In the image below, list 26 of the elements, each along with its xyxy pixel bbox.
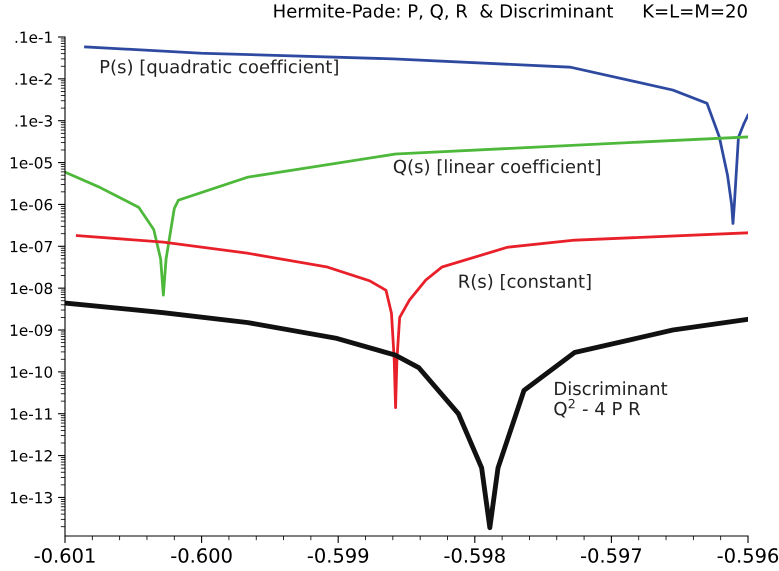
line-series [84, 46, 748, 225]
y-tick-label: 1e-07 [10, 240, 52, 252]
y-tick-label: 1e-06 [10, 198, 52, 210]
series-label: Discriminant Q$^{2}$ - 4 P R [554, 381, 668, 418]
series-label: R(s) [constant] [459, 274, 591, 290]
y-tick-label: 1e-12 [10, 450, 52, 462]
y-tick-label: .1e-2 [16, 73, 52, 85]
y-tick-label: .1e-1 [16, 32, 52, 44]
y-tick-label: 1e-09 [10, 324, 52, 336]
line-series [65, 136, 748, 297]
y-tick-label: 1e-11 [10, 408, 52, 420]
x-tick-label: -0.599 [308, 548, 368, 563]
y-tick-label: .1e-3 [16, 115, 52, 127]
series-label: Q(s) [linear coefficient] [394, 159, 600, 176]
y-tick-label: 1e-10 [10, 366, 52, 378]
y-tick-label: 1e-13 [10, 492, 52, 504]
x-tick-label: -0.600 [171, 548, 232, 563]
x-tick-label: -0.597 [581, 548, 642, 563]
chart-title: Hermite-Pade: P, Q, R & Discriminant K=L=M=20 [274, 4, 747, 20]
x-tick-label: -0.598 [444, 548, 505, 563]
y-tick-label: 1e-05 [10, 157, 52, 169]
x-tick-label: -0.601 [34, 548, 95, 563]
series-label: P(s) [quadratic coefficient] [100, 59, 338, 77]
x-tick-label: -0.596 [718, 548, 778, 563]
line-series [65, 300, 748, 530]
y-tick-label: 1e-08 [10, 282, 52, 294]
